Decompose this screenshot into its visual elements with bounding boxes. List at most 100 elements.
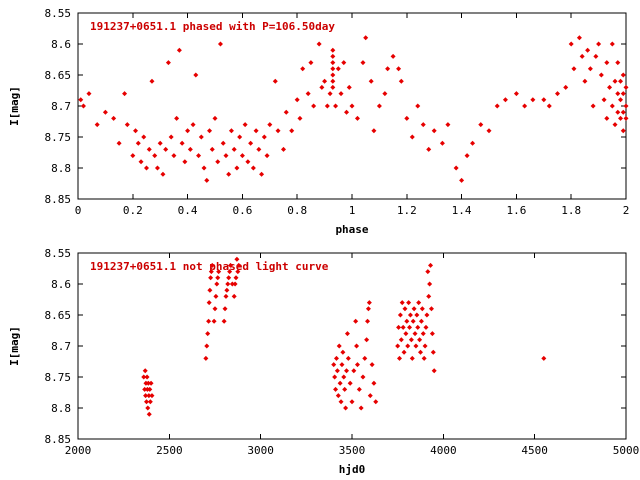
data-point xyxy=(335,66,341,72)
x-tick-label: 0.2 xyxy=(123,204,143,217)
data-point xyxy=(248,140,254,146)
data-point xyxy=(416,300,422,306)
data-point xyxy=(275,128,281,134)
x-tick-label: 2 xyxy=(623,204,630,217)
data-point xyxy=(612,78,618,84)
data-point xyxy=(146,393,152,399)
data-point xyxy=(502,97,508,103)
data-point xyxy=(601,97,607,103)
y-tick-label: 8.85 xyxy=(45,433,72,446)
data-point xyxy=(228,128,234,134)
data-point xyxy=(259,171,265,177)
data-point xyxy=(396,355,402,361)
data-point xyxy=(211,318,217,324)
data-point xyxy=(213,293,219,299)
data-point xyxy=(146,146,152,152)
data-point xyxy=(397,312,403,318)
data-point xyxy=(212,115,218,121)
data-point xyxy=(415,103,421,109)
data-point xyxy=(522,103,528,109)
data-point xyxy=(281,146,286,152)
data-point xyxy=(409,134,415,140)
data-point xyxy=(227,269,233,275)
data-point xyxy=(224,287,230,293)
data-point xyxy=(424,312,430,318)
data-point xyxy=(182,159,188,165)
data-point xyxy=(138,159,144,165)
data-point xyxy=(576,35,582,41)
data-point xyxy=(530,97,536,103)
data-point xyxy=(142,368,148,374)
data-point xyxy=(311,103,317,109)
data-point xyxy=(250,165,256,171)
x-tick-label: 2000 xyxy=(65,444,92,457)
x-axis-label: phase xyxy=(335,223,368,236)
data-point xyxy=(344,109,350,115)
data-point xyxy=(272,78,278,84)
data-point xyxy=(344,331,350,337)
data-point xyxy=(253,128,259,134)
data-point xyxy=(618,97,624,103)
data-point xyxy=(596,41,602,47)
data-point xyxy=(615,60,621,66)
data-point xyxy=(203,355,209,361)
data-point xyxy=(404,318,410,324)
data-point xyxy=(401,349,407,355)
data-point xyxy=(427,281,433,287)
data-point xyxy=(330,53,336,59)
phased-light-curve-plot: 0 0.2 0.4 0.6 0.8 1 1.2 1.4 1.6 1.8 2 8.55 8.6 8.65 8.… xyxy=(8,7,630,236)
data-point xyxy=(407,324,413,330)
data-point xyxy=(417,337,423,343)
data-point xyxy=(354,115,360,121)
data-point xyxy=(412,331,418,337)
data-point xyxy=(154,165,160,171)
data-point xyxy=(623,115,629,121)
data-point xyxy=(593,53,599,59)
data-point xyxy=(486,128,492,134)
data-point xyxy=(620,72,626,78)
data-point xyxy=(342,386,348,392)
data-point xyxy=(604,115,610,121)
x-tick-label: 0.6 xyxy=(232,204,252,217)
data-point xyxy=(305,91,311,97)
data-point xyxy=(149,78,155,84)
data-point xyxy=(582,78,588,84)
data-point xyxy=(367,393,373,399)
data-point xyxy=(234,256,240,262)
data-point xyxy=(513,91,519,97)
data-point xyxy=(351,368,357,374)
data-point xyxy=(209,146,215,152)
data-point xyxy=(396,324,402,330)
data-point xyxy=(431,368,437,374)
x-tick-label: 3500 xyxy=(339,444,366,457)
data-point xyxy=(623,103,629,109)
data-point xyxy=(130,153,136,159)
data-point xyxy=(116,140,122,146)
data-point xyxy=(216,269,222,275)
data-point xyxy=(422,343,428,349)
data-point xyxy=(165,60,171,66)
data-point xyxy=(453,165,459,171)
data-point xyxy=(423,324,429,330)
data-point xyxy=(185,128,191,134)
data-point xyxy=(214,281,220,287)
data-point xyxy=(431,128,437,134)
data-point xyxy=(620,91,626,97)
data-point xyxy=(289,128,295,134)
data-point xyxy=(376,103,382,109)
data-point xyxy=(102,109,108,115)
data-point xyxy=(407,312,413,318)
data-point xyxy=(428,262,434,268)
data-point xyxy=(264,153,270,159)
data-point xyxy=(373,399,379,405)
data-point xyxy=(141,134,147,140)
x-tick-label: 2500 xyxy=(156,444,183,457)
x-tick-label: 3000 xyxy=(247,444,274,457)
data-point xyxy=(204,177,210,183)
y-tick-label: 8.7 xyxy=(51,100,71,113)
data-point xyxy=(322,78,328,84)
data-point xyxy=(335,393,341,399)
data-point xyxy=(208,275,214,281)
data-point xyxy=(398,337,404,343)
data-point xyxy=(231,146,237,152)
